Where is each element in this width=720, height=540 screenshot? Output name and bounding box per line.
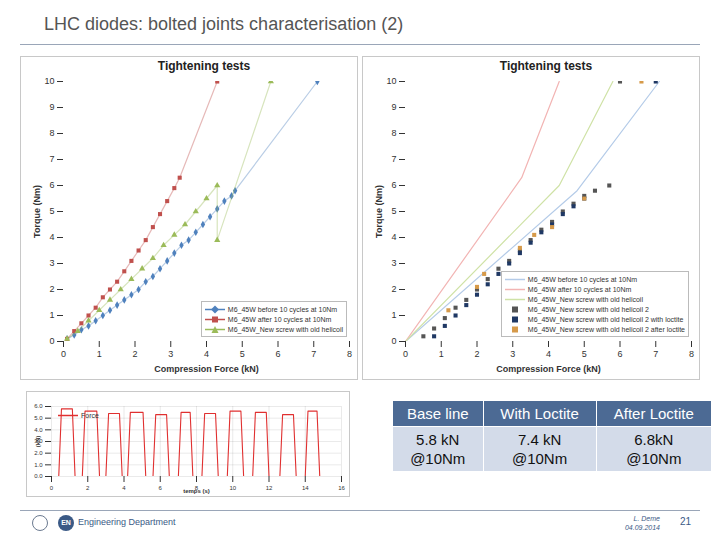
html-text:M6_45W before 10 cycles at 10N: M6_45W before 10 cycles at 10Nm	[227, 305, 338, 313]
html-text:04.09.2014: 04.09.2014	[625, 524, 660, 531]
svg-text:12: 12	[266, 485, 273, 491]
html-text:M6_45W_New screw with old heli: M6_45W_New screw with old helicoil	[227, 325, 343, 333]
svg-text:4: 4	[204, 349, 209, 359]
html-text:Force: Force	[81, 411, 99, 419]
html-text:Tightening tests: Tightening tests	[157, 59, 251, 73]
html-text:M6_45W after 10 cycles at 10Nm: M6_45W after 10 cycles at 10Nm	[527, 285, 632, 293]
svg-text:Torque (Nm): Torque (Nm)	[32, 185, 42, 238]
svg-text:6: 6	[159, 485, 163, 491]
html-text:Tightening tests: Tightening tests	[499, 59, 593, 73]
svg-text:4: 4	[391, 232, 396, 242]
svg-text:5: 5	[49, 206, 54, 216]
html-text:With Loctite: With Loctite	[500, 405, 579, 422]
svg-text:0: 0	[49, 336, 54, 346]
svg-text:6: 6	[49, 180, 54, 190]
svg-text:2.0: 2.0	[34, 450, 43, 456]
html-text:21: 21	[680, 516, 692, 527]
svg-text:4.0: 4.0	[34, 427, 43, 433]
html-text:@10Nm: @10Nm	[410, 450, 466, 467]
html-text:Base line: Base line	[406, 405, 469, 422]
svg-text:1: 1	[49, 310, 54, 320]
svg-text:14: 14	[302, 485, 309, 491]
html-text:M6_45W_New screw with old heli: M6_45W_New screw with old helicoil 2 aft…	[527, 325, 685, 333]
svg-text:5: 5	[391, 206, 396, 216]
html-text:M6_45W_New screw with old heli: M6_45W_New screw with old helicoil 2	[527, 305, 649, 313]
html-text:Engineering Department: Engineering Department	[78, 517, 176, 527]
svg-text:6: 6	[617, 349, 622, 359]
svg-text:0: 0	[61, 349, 66, 359]
svg-text:5: 5	[582, 349, 587, 359]
svg-text:1: 1	[391, 310, 396, 320]
svg-text:16: 16	[338, 485, 345, 491]
svg-text:6: 6	[275, 349, 280, 359]
html-text:5.8 kN: 5.8 kN	[416, 431, 460, 448]
html-text:M6_45W_New screw with old heli: M6_45W_New screw with old helicoil 2 wit…	[527, 315, 684, 323]
svg-text:7: 7	[311, 349, 316, 359]
svg-text:2: 2	[132, 349, 137, 359]
html-text:After Loctite: After Loctite	[613, 405, 694, 422]
svg-text:3: 3	[49, 258, 54, 268]
svg-text:3: 3	[510, 349, 515, 359]
svg-text:temps (s): temps (s)	[183, 488, 210, 494]
svg-text:1.0: 1.0	[34, 462, 43, 468]
svg-text:1: 1	[439, 349, 444, 359]
svg-text:2: 2	[474, 349, 479, 359]
svg-text:(kN): (kN)	[35, 436, 41, 448]
html-text:EN: EN	[61, 519, 71, 526]
html-text:7.4 kN: 7.4 kN	[517, 431, 562, 448]
svg-text:Compression Force (kN): Compression Force (kN)	[496, 364, 601, 374]
svg-text:7: 7	[49, 154, 54, 164]
svg-text:2: 2	[49, 284, 54, 294]
svg-text:2: 2	[391, 284, 396, 294]
svg-text:4: 4	[49, 232, 54, 242]
svg-text:8: 8	[49, 128, 54, 138]
html-text:LHC diodes: bolted joints char: LHC diodes: bolted joints characterisati…	[44, 14, 404, 34]
svg-text:9: 9	[49, 102, 54, 112]
html-text:@10Nm: @10Nm	[511, 450, 568, 467]
html-text:M6_45W after 10 cycles at 10Nm: M6_45W after 10 cycles at 10Nm	[227, 315, 332, 323]
svg-text:0: 0	[403, 349, 408, 359]
svg-text:Torque (Nm): Torque (Nm)	[374, 185, 384, 238]
svg-text:7: 7	[391, 154, 396, 164]
svg-text:0.0: 0.0	[34, 473, 43, 479]
html-text:M6_45W_New screw with old heli: M6_45W_New screw with old helicoil	[527, 295, 643, 303]
svg-text:9: 9	[391, 102, 396, 112]
svg-text:10: 10	[229, 485, 236, 491]
svg-text:0: 0	[50, 485, 54, 491]
svg-text:4: 4	[122, 485, 126, 491]
svg-text:3: 3	[391, 258, 396, 268]
svg-text:Compression Force (kN): Compression Force (kN)	[154, 364, 259, 374]
svg-text:8: 8	[391, 128, 396, 138]
html-text:@10Nm: @10Nm	[626, 450, 682, 467]
svg-text:5.0: 5.0	[34, 415, 43, 421]
html-text:L. Deme: L. Deme	[633, 515, 660, 522]
svg-text:6: 6	[391, 180, 396, 190]
svg-text:4: 4	[546, 349, 551, 359]
svg-text:6.0: 6.0	[34, 403, 43, 409]
svg-text:8: 8	[347, 349, 352, 359]
svg-text:3: 3	[168, 349, 173, 359]
svg-text:1: 1	[97, 349, 102, 359]
svg-text:10: 10	[386, 76, 396, 86]
svg-text:0: 0	[391, 336, 396, 346]
html-text:6.8kN: 6.8kN	[634, 431, 674, 448]
svg-text:2: 2	[86, 485, 90, 491]
html-text:M6_45W before 10 cycles at 10N: M6_45W before 10 cycles at 10Nm	[527, 275, 638, 283]
svg-text:7: 7	[653, 349, 658, 359]
svg-text:10: 10	[44, 76, 54, 86]
svg-text:5: 5	[240, 349, 245, 359]
svg-text:8: 8	[689, 349, 694, 359]
